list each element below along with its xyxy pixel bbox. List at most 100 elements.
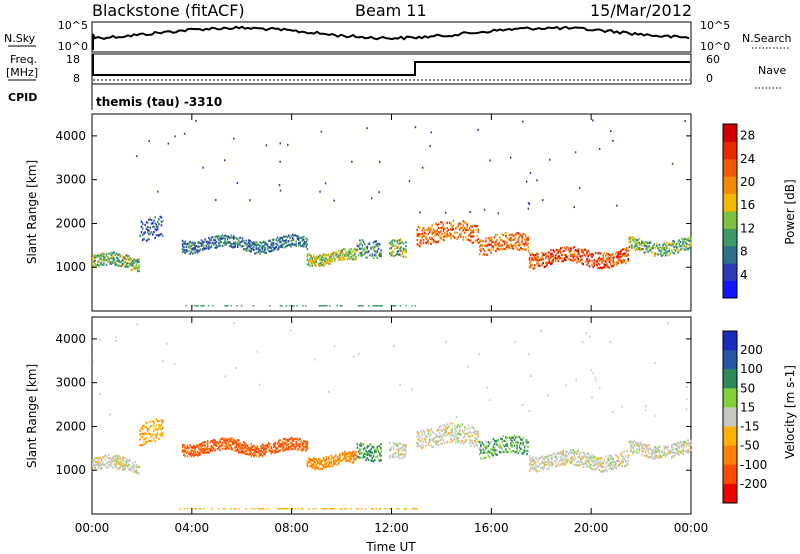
echo-cell — [682, 242, 684, 245]
echo-cell — [627, 460, 629, 463]
echo-cell — [592, 464, 594, 467]
echo-cell — [477, 435, 480, 438]
echo-cell — [437, 223, 440, 226]
echo-cell — [183, 453, 185, 456]
echo-cell — [601, 470, 603, 473]
echo-cell — [436, 229, 438, 232]
echo-cell — [292, 438, 295, 441]
echo-cell — [183, 443, 185, 447]
echo-cell — [241, 245, 244, 248]
echo-cell — [430, 444, 432, 447]
echo-cell — [397, 447, 400, 450]
echo-cell — [537, 252, 540, 255]
echo-cell — [306, 243, 309, 246]
echo-cell — [199, 453, 201, 456]
echo-cell — [472, 231, 475, 234]
echo-cell — [275, 242, 277, 246]
echo-cell — [466, 428, 468, 431]
echo-cell — [659, 252, 662, 255]
echo-cell — [319, 259, 321, 262]
echo-cell — [571, 451, 573, 454]
echo-cell — [592, 468, 594, 471]
echo-cell — [140, 436, 143, 439]
echo-cell — [483, 208, 486, 211]
echo-cell — [597, 252, 599, 255]
echo-cell — [354, 251, 356, 254]
echo-cell — [475, 443, 477, 446]
echo-cell — [476, 235, 478, 238]
echo-cell — [195, 119, 197, 122]
echo-cell — [325, 462, 327, 466]
echo-cell — [95, 461, 98, 464]
echo-cell — [369, 242, 371, 245]
echo-cell — [520, 247, 522, 250]
echo-cell — [122, 258, 124, 262]
echo-cell — [628, 236, 631, 240]
echo-cell — [135, 471, 138, 474]
echo-cell — [221, 437, 224, 440]
cpid-text: themis (tau) -3310 — [96, 95, 222, 109]
echo-cell — [488, 451, 491, 454]
echo-cell — [92, 459, 94, 462]
echo-cell — [285, 443, 287, 446]
nave-tick-top: 60 — [706, 53, 720, 66]
echo-cell — [219, 244, 221, 247]
echo-cell — [139, 443, 141, 447]
echo-cell — [320, 256, 322, 259]
echo-cell — [397, 455, 400, 458]
echo-cell — [129, 459, 131, 462]
echo-cell — [320, 462, 322, 465]
echo-cell — [139, 429, 141, 432]
echo-cell — [362, 448, 365, 451]
echo-cell — [511, 233, 513, 236]
echo-cell — [391, 245, 394, 248]
echo-cell — [687, 239, 689, 242]
echo-cell — [563, 460, 566, 463]
echo-cell — [440, 237, 442, 240]
echo-cell — [530, 460, 532, 463]
echo-cell — [205, 448, 208, 451]
echo-cell — [107, 466, 109, 469]
echo-cell — [500, 244, 502, 247]
echo-cell — [628, 238, 631, 241]
echo-cell — [145, 432, 148, 436]
echo-cell — [344, 248, 346, 251]
echo-cell — [687, 439, 689, 442]
echo-cell — [643, 454, 646, 457]
echo-cell — [255, 241, 258, 244]
echo-cell — [296, 444, 299, 447]
echo-cell — [537, 465, 540, 468]
echo-cell — [205, 451, 208, 454]
echo-cell — [352, 248, 355, 251]
echo-cell — [603, 469, 606, 472]
echo-cell — [616, 454, 618, 457]
echo-cell — [404, 456, 406, 459]
echo-cell — [246, 447, 249, 450]
echo-cell — [155, 223, 158, 226]
echo-cell — [667, 452, 669, 455]
echo-cell — [103, 253, 105, 256]
echo-cell — [488, 243, 491, 246]
echo-cell — [437, 443, 440, 446]
echo-cell — [656, 455, 658, 458]
echo-cell — [146, 441, 149, 444]
echo-cell — [609, 466, 612, 469]
echo-cell — [371, 457, 374, 460]
echo-cell — [574, 151, 577, 154]
echo-cell — [621, 249, 623, 252]
echo-cell — [547, 261, 550, 264]
echo-cell — [245, 242, 248, 246]
echo-cell — [284, 235, 286, 238]
echo-cell — [681, 237, 683, 240]
echo-cell — [327, 258, 330, 261]
echo-cell — [204, 444, 206, 447]
echo-cell — [259, 241, 261, 244]
echo-cell — [623, 248, 626, 251]
echo-cell — [294, 508, 297, 510]
echo-cell — [503, 240, 506, 243]
echo-cell — [618, 258, 621, 261]
echo-cell — [181, 251, 184, 254]
echo-cell — [324, 466, 326, 469]
echo-cell — [577, 455, 579, 458]
echo-cell — [108, 252, 110, 255]
